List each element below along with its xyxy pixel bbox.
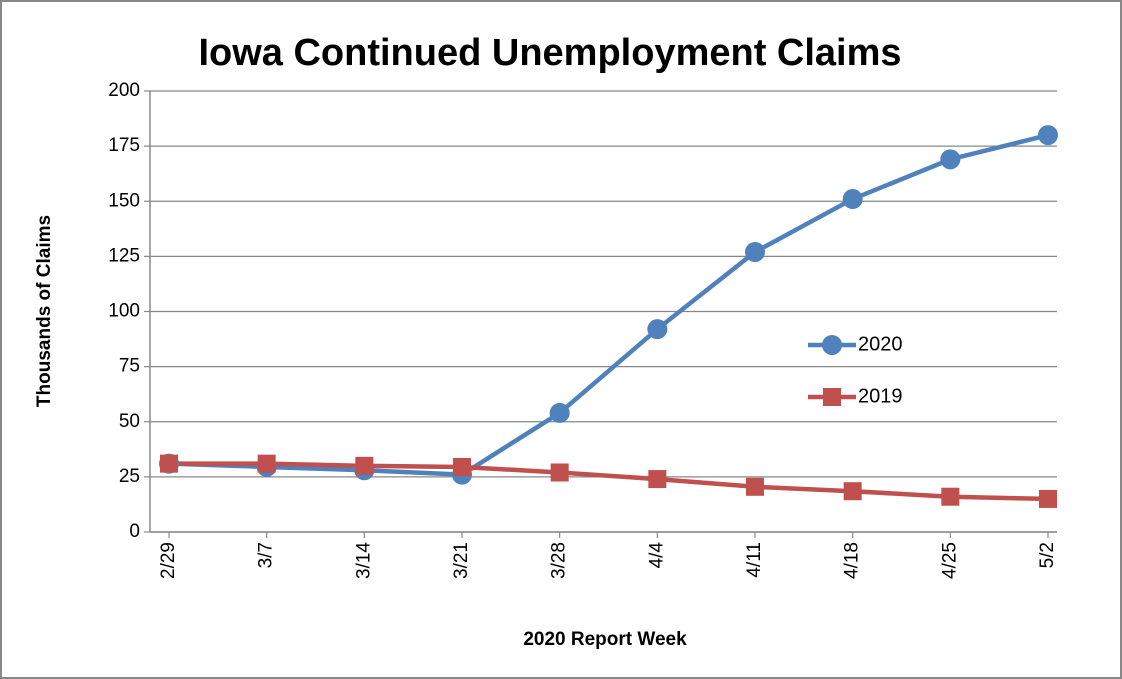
data-point xyxy=(843,482,862,501)
data-point xyxy=(1038,125,1058,146)
data-point xyxy=(549,402,570,423)
data-point xyxy=(842,189,863,210)
series-line xyxy=(168,132,1049,477)
legend-marker xyxy=(822,335,842,355)
data-point xyxy=(550,463,569,482)
y-tick-label: 125 xyxy=(108,245,140,266)
data-point xyxy=(257,454,276,473)
y-tick-label: 100 xyxy=(108,301,140,322)
x-tick-label: 3/28 xyxy=(549,542,570,579)
data-point xyxy=(941,487,960,506)
y-tick-label: 150 xyxy=(108,190,140,211)
x-tick-label: 4/4 xyxy=(646,542,667,569)
y-tick-label: 75 xyxy=(119,356,140,377)
x-tick-label: 2/29 xyxy=(158,542,179,579)
data-point xyxy=(746,477,764,496)
x-tick-label: 3/21 xyxy=(451,542,472,579)
data-point xyxy=(1039,489,1057,508)
data-point xyxy=(160,454,178,473)
y-tick-label: 50 xyxy=(119,411,140,432)
y-tick-label: 25 xyxy=(119,466,140,487)
x-axis-label: 2020 Report Week xyxy=(523,629,687,650)
y-tick-label: 200 xyxy=(108,80,140,101)
x-tick-label: 3/7 xyxy=(256,542,277,568)
data-point xyxy=(355,456,374,475)
data-point xyxy=(453,457,471,476)
data-point xyxy=(940,149,961,170)
data-point xyxy=(648,470,667,489)
series-line xyxy=(169,461,1049,502)
y-axis-label: Thousands of Claims xyxy=(34,215,55,407)
legend-marker xyxy=(823,388,841,406)
chart-title: Iowa Continued Unemployment Claims xyxy=(198,32,901,74)
y-tick-label: 175 xyxy=(108,135,140,156)
x-tick-label: 3/14 xyxy=(353,542,374,579)
data-point xyxy=(745,241,765,262)
x-tick-label: 5/2 xyxy=(1037,542,1058,568)
legend-label: 2019 xyxy=(858,385,903,407)
x-tick-label: 4/18 xyxy=(842,542,863,579)
legend-label: 2020 xyxy=(858,333,903,355)
data-point xyxy=(647,319,668,340)
x-tick-label: 4/25 xyxy=(939,542,960,579)
y-tick-label: 0 xyxy=(129,521,140,542)
x-tick-label: 4/11 xyxy=(744,542,765,578)
